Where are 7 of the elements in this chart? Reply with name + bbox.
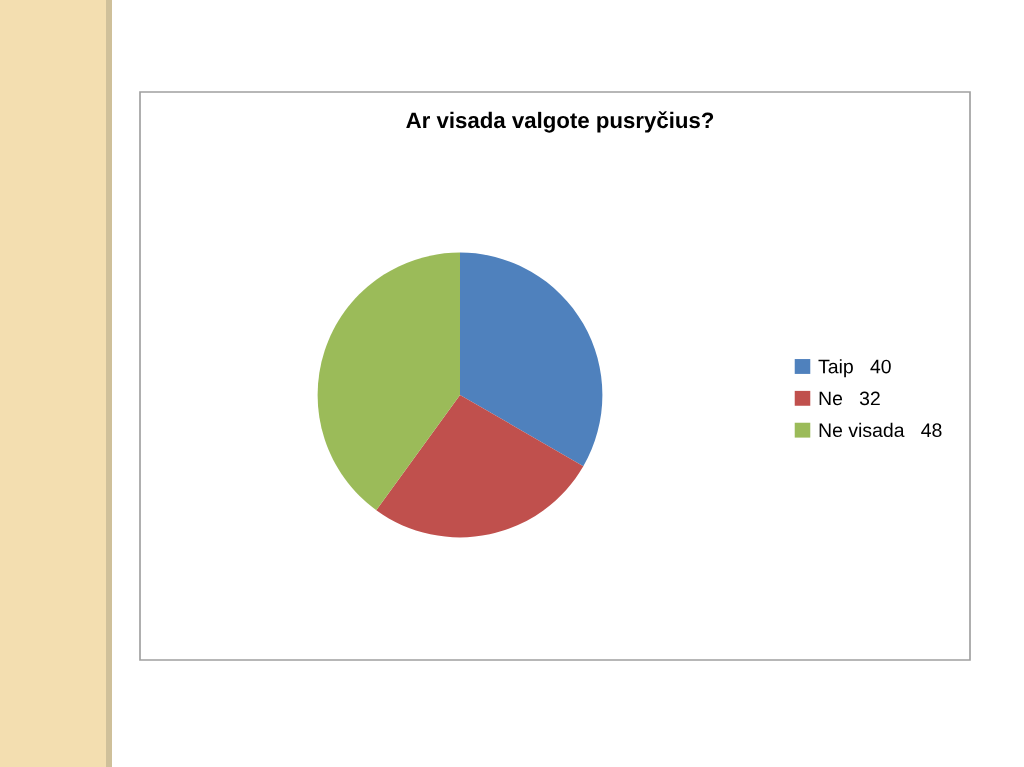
- pie-slice: [376, 395, 584, 538]
- pie-slice: [460, 252, 603, 467]
- legend-label: Ne visada 48: [819, 422, 942, 438]
- pie-slice: [317, 252, 460, 511]
- chart-title: Ar visada valgote pusryčius?: [406, 111, 714, 133]
- legend-label: Ne 32: [819, 391, 880, 406]
- legend-label: Taip 40: [818, 359, 891, 378]
